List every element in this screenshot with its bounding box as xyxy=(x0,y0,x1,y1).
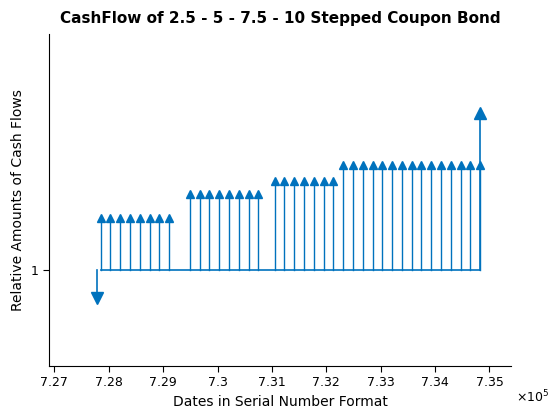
X-axis label: Dates in Serial Number Format: Dates in Serial Number Format xyxy=(172,395,388,409)
Title: CashFlow of 2.5 - 5 - 7.5 - 10 Stepped Coupon Bond: CashFlow of 2.5 - 5 - 7.5 - 10 Stepped C… xyxy=(60,11,501,26)
Text: $\times10^5$: $\times10^5$ xyxy=(516,389,549,406)
Y-axis label: Relative Amounts of Cash Flows: Relative Amounts of Cash Flows xyxy=(11,89,25,311)
